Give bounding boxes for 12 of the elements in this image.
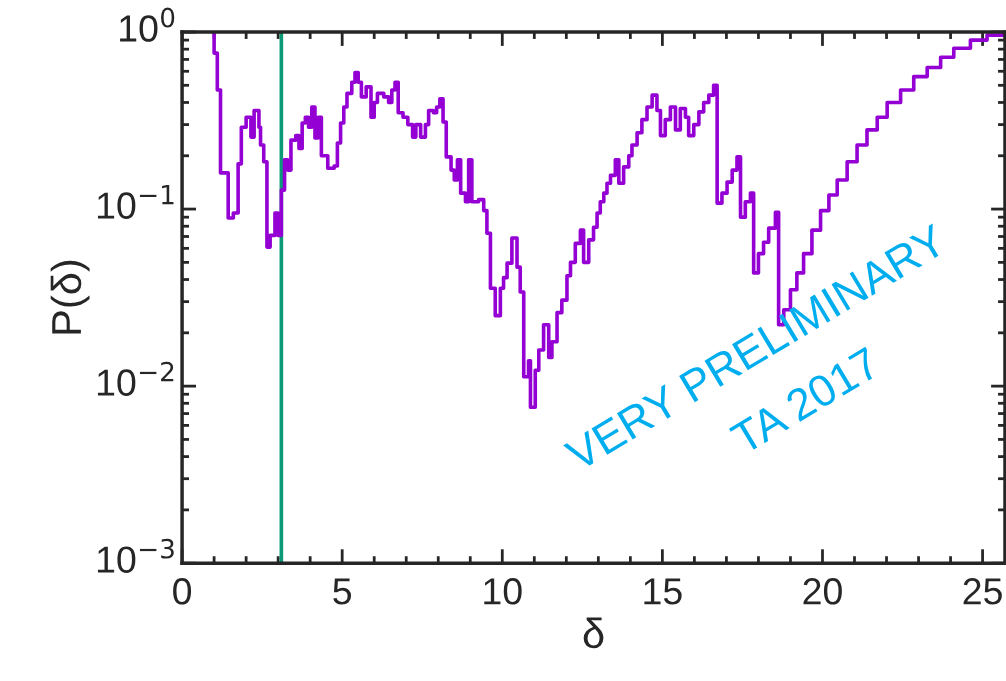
x-tick-label: 20 bbox=[803, 578, 842, 605]
x-tick-label: 10 bbox=[484, 578, 522, 605]
y-tick-label: 10$^{0}$ bbox=[120, 7, 175, 42]
y-tick-label: 10$^{−3}$ bbox=[97, 538, 174, 573]
x-tick-label: 0 bbox=[173, 578, 192, 605]
x-tick-label: 5 bbox=[333, 578, 352, 605]
x-tick-label: 25 bbox=[963, 578, 1002, 605]
y-axis-title: P(δ) bbox=[50, 260, 90, 334]
y-tick-label: 10$^{−2}$ bbox=[97, 361, 174, 396]
x-axis-title: δ bbox=[583, 617, 604, 649]
y-tick-label: 10$^{−1}$ bbox=[97, 185, 174, 219]
x-tick-label: 15 bbox=[644, 578, 682, 605]
